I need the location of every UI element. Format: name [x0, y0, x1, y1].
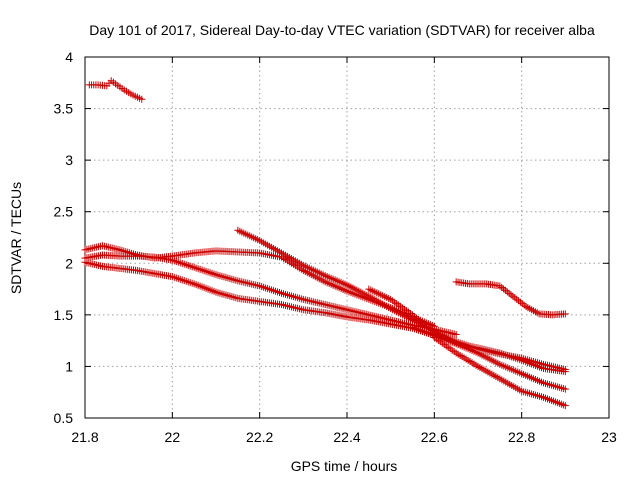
- y-axis-label: SDTVAR / TECUs: [8, 182, 24, 294]
- y-tick-label: 3: [65, 152, 73, 168]
- y-tick-label: 1.5: [54, 307, 74, 323]
- series-sat-c: [81, 251, 460, 338]
- series-sat-a: [85, 77, 146, 103]
- data-point: [561, 310, 569, 318]
- y-tick-label: 2.5: [54, 204, 74, 220]
- x-tick-label: 22.4: [333, 429, 360, 445]
- data-series: [81, 77, 569, 410]
- x-tick-labels: 21.8 22 22.2 22.4 22.6 22.8 23: [71, 429, 617, 445]
- data-point: [561, 368, 569, 376]
- y-tick-label: 1: [65, 358, 73, 374]
- x-axis-label: GPS time / hours: [291, 458, 398, 474]
- series-sat-g: [409, 323, 569, 393]
- y-tick-labels: 0.5 1 1.5 2 2.5 3 3.5 4: [54, 49, 74, 426]
- x-tick-label: 22.8: [508, 429, 535, 445]
- series-sat-h: [430, 334, 569, 410]
- x-tick-label: 22.6: [421, 429, 448, 445]
- y-tick-label: 0.5: [54, 410, 74, 426]
- x-tick-label: 21.8: [71, 429, 98, 445]
- x-tick-label: 22.2: [246, 429, 273, 445]
- y-tick-label: 3.5: [54, 101, 74, 117]
- axis-ticks: [84, 56, 610, 419]
- data-point: [138, 95, 146, 103]
- data-point: [561, 385, 569, 393]
- x-tick-label: 22: [165, 429, 181, 445]
- y-tick-label: 2: [65, 255, 73, 271]
- data-point: [561, 402, 569, 410]
- data-point: [116, 246, 124, 254]
- x-tick-label: 23: [601, 429, 617, 445]
- y-tick-label: 4: [65, 49, 73, 65]
- chart-title: Day 101 of 2017, Sidereal Day-to-day VTE…: [89, 22, 595, 38]
- data-point: [452, 330, 460, 338]
- series-sat-i: [452, 278, 569, 319]
